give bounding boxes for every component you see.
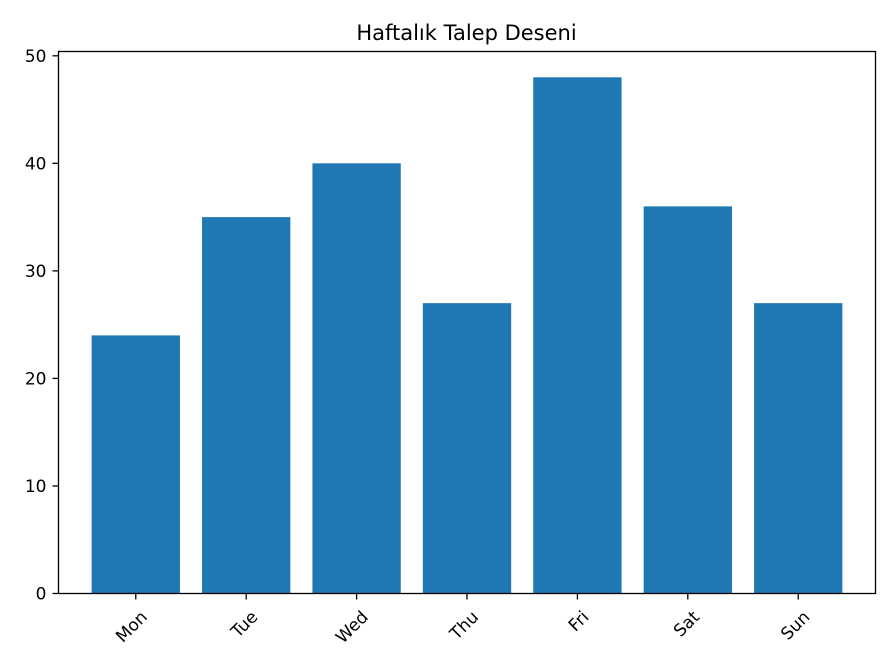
x-tick-label-sat: Sat xyxy=(670,607,704,641)
bar-sun xyxy=(754,303,843,594)
bars-group xyxy=(91,77,843,594)
bar-fri xyxy=(533,77,622,594)
x-tick-label-thu: Thu xyxy=(446,607,483,644)
y-tick-label: 20 xyxy=(25,369,47,389)
bar-mon xyxy=(91,335,180,594)
y-axis: 0 10 20 30 40 50 xyxy=(25,47,59,605)
y-tick-label: 40 xyxy=(25,154,47,174)
bar-sat xyxy=(643,206,732,594)
x-tick-label-mon: Mon xyxy=(112,607,151,646)
x-tick-label-fri: Fri xyxy=(565,607,593,635)
x-tick-label-sun: Sun xyxy=(777,607,814,644)
y-tick-label: 30 xyxy=(25,262,47,282)
bar-tue xyxy=(202,217,291,594)
x-tick-label-tue: Tue xyxy=(227,607,262,642)
plot-frame xyxy=(57,50,877,595)
y-tick-label: 50 xyxy=(25,47,47,67)
y-tick-label: 0 xyxy=(36,585,47,605)
bar-wed xyxy=(312,163,401,594)
y-tick-label: 10 xyxy=(25,477,47,497)
chart-title: Haftalık Talep Deseni xyxy=(356,21,576,45)
x-tick-label-wed: Wed xyxy=(332,607,372,647)
bar-thu xyxy=(422,303,512,594)
x-axis: Mon Tue Wed Thu Fri Sat Sun xyxy=(112,593,814,648)
